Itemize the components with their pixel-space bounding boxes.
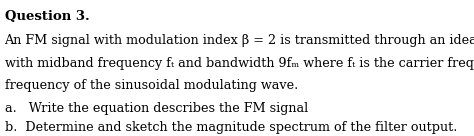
Text: frequency of the sinusoidal modulating wave.: frequency of the sinusoidal modulating w… [5, 79, 298, 92]
Text: An FM signal with modulation index β = 2 is transmitted through an ideal band-pa: An FM signal with modulation index β = 2… [5, 34, 474, 47]
Text: a.   Write the equation describes the FM signal: a. Write the equation describes the FM s… [5, 102, 308, 115]
Text: b.  Determine and sketch the magnitude spectrum of the filter output.: b. Determine and sketch the magnitude sp… [5, 121, 457, 134]
Text: with midband frequency fₜ and bandwidth 9fₘ where fₜ is the carrier frequency an: with midband frequency fₜ and bandwidth … [5, 57, 474, 70]
Text: Question 3.: Question 3. [5, 10, 89, 23]
